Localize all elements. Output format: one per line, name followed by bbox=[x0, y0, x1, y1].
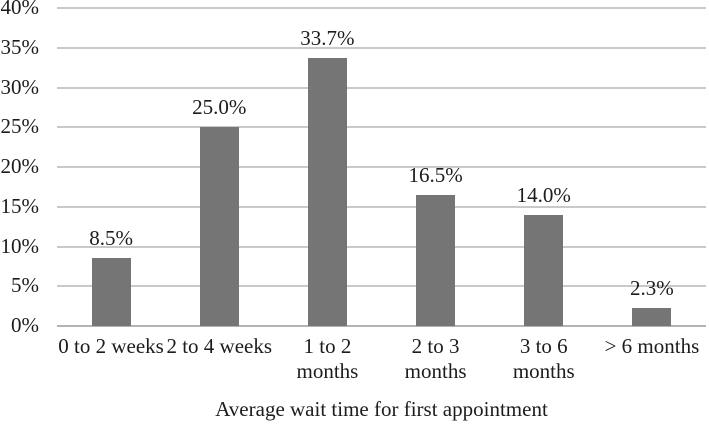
x-tick-label: 2 to 4 weeks bbox=[166, 334, 273, 358]
bar: 2.3% bbox=[630, 276, 674, 326]
gridline bbox=[57, 285, 706, 288]
x-tick-label: 2 to 3 months bbox=[404, 334, 467, 383]
bar: 8.5% bbox=[89, 226, 133, 326]
bar-data-label: 25.0% bbox=[192, 95, 247, 120]
bar: 14.0% bbox=[517, 183, 571, 326]
gridline bbox=[57, 7, 706, 9]
bar-data-label: 2.3% bbox=[630, 275, 674, 300]
y-tick-label: 15% bbox=[0, 193, 40, 218]
x-axis-baseline bbox=[57, 325, 706, 327]
bar-data-label: 14.0% bbox=[516, 182, 571, 207]
plot-area: 8.5% 25.0% 33.7% 16.5% 14.0% 2.3% bbox=[57, 7, 706, 327]
y-tick-label: 20% bbox=[0, 154, 40, 178]
y-tick-label: 5% bbox=[11, 273, 39, 298]
y-tick-label: 35% bbox=[0, 34, 40, 59]
x-tick-label: 0 to 2 weeks bbox=[58, 334, 164, 358]
gridline bbox=[57, 46, 706, 49]
bar-data-label: 8.5% bbox=[89, 226, 133, 251]
bar: 25.0% bbox=[192, 95, 246, 326]
x-tick-label: > 6 months bbox=[604, 334, 700, 358]
y-tick-label: 25% bbox=[0, 114, 40, 139]
gridline bbox=[57, 245, 706, 248]
x-tick-label: 1 to 2 months bbox=[296, 334, 359, 383]
y-tick-label: 0% bbox=[11, 313, 39, 337]
bar: 33.7% bbox=[300, 26, 355, 326]
bar-data-label: 16.5% bbox=[408, 162, 463, 187]
y-tick-label: 30% bbox=[0, 74, 40, 99]
gridline bbox=[57, 166, 706, 168]
bar: 16.5% bbox=[408, 163, 463, 326]
bar-data-label: 33.7% bbox=[300, 26, 355, 51]
gridline bbox=[57, 205, 706, 208]
y-tick-label: 40% bbox=[0, 0, 40, 19]
gridline bbox=[57, 126, 706, 129]
x-tick-label: 3 to 6 months bbox=[512, 334, 575, 383]
x-axis-title: Average wait time for first appointment bbox=[215, 397, 548, 421]
gridline bbox=[57, 86, 706, 89]
y-tick-label: 10% bbox=[0, 233, 40, 258]
